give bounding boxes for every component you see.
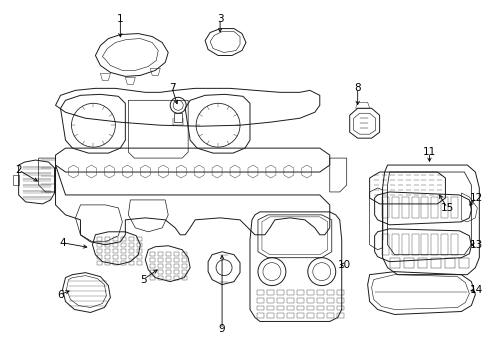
Text: 3: 3 <box>216 14 223 24</box>
Text: 7: 7 <box>168 84 175 93</box>
Text: 5: 5 <box>140 275 146 285</box>
Text: 11: 11 <box>422 147 435 157</box>
Text: 1: 1 <box>117 14 123 24</box>
Text: 13: 13 <box>469 240 482 250</box>
Text: 12: 12 <box>469 193 482 203</box>
Text: 10: 10 <box>338 260 350 270</box>
Text: 9: 9 <box>218 324 225 334</box>
Text: 4: 4 <box>59 238 66 248</box>
Text: 8: 8 <box>354 84 360 93</box>
Text: 2: 2 <box>15 165 22 175</box>
Text: 14: 14 <box>469 284 482 294</box>
Text: 15: 15 <box>440 203 453 213</box>
Text: 6: 6 <box>57 289 64 300</box>
